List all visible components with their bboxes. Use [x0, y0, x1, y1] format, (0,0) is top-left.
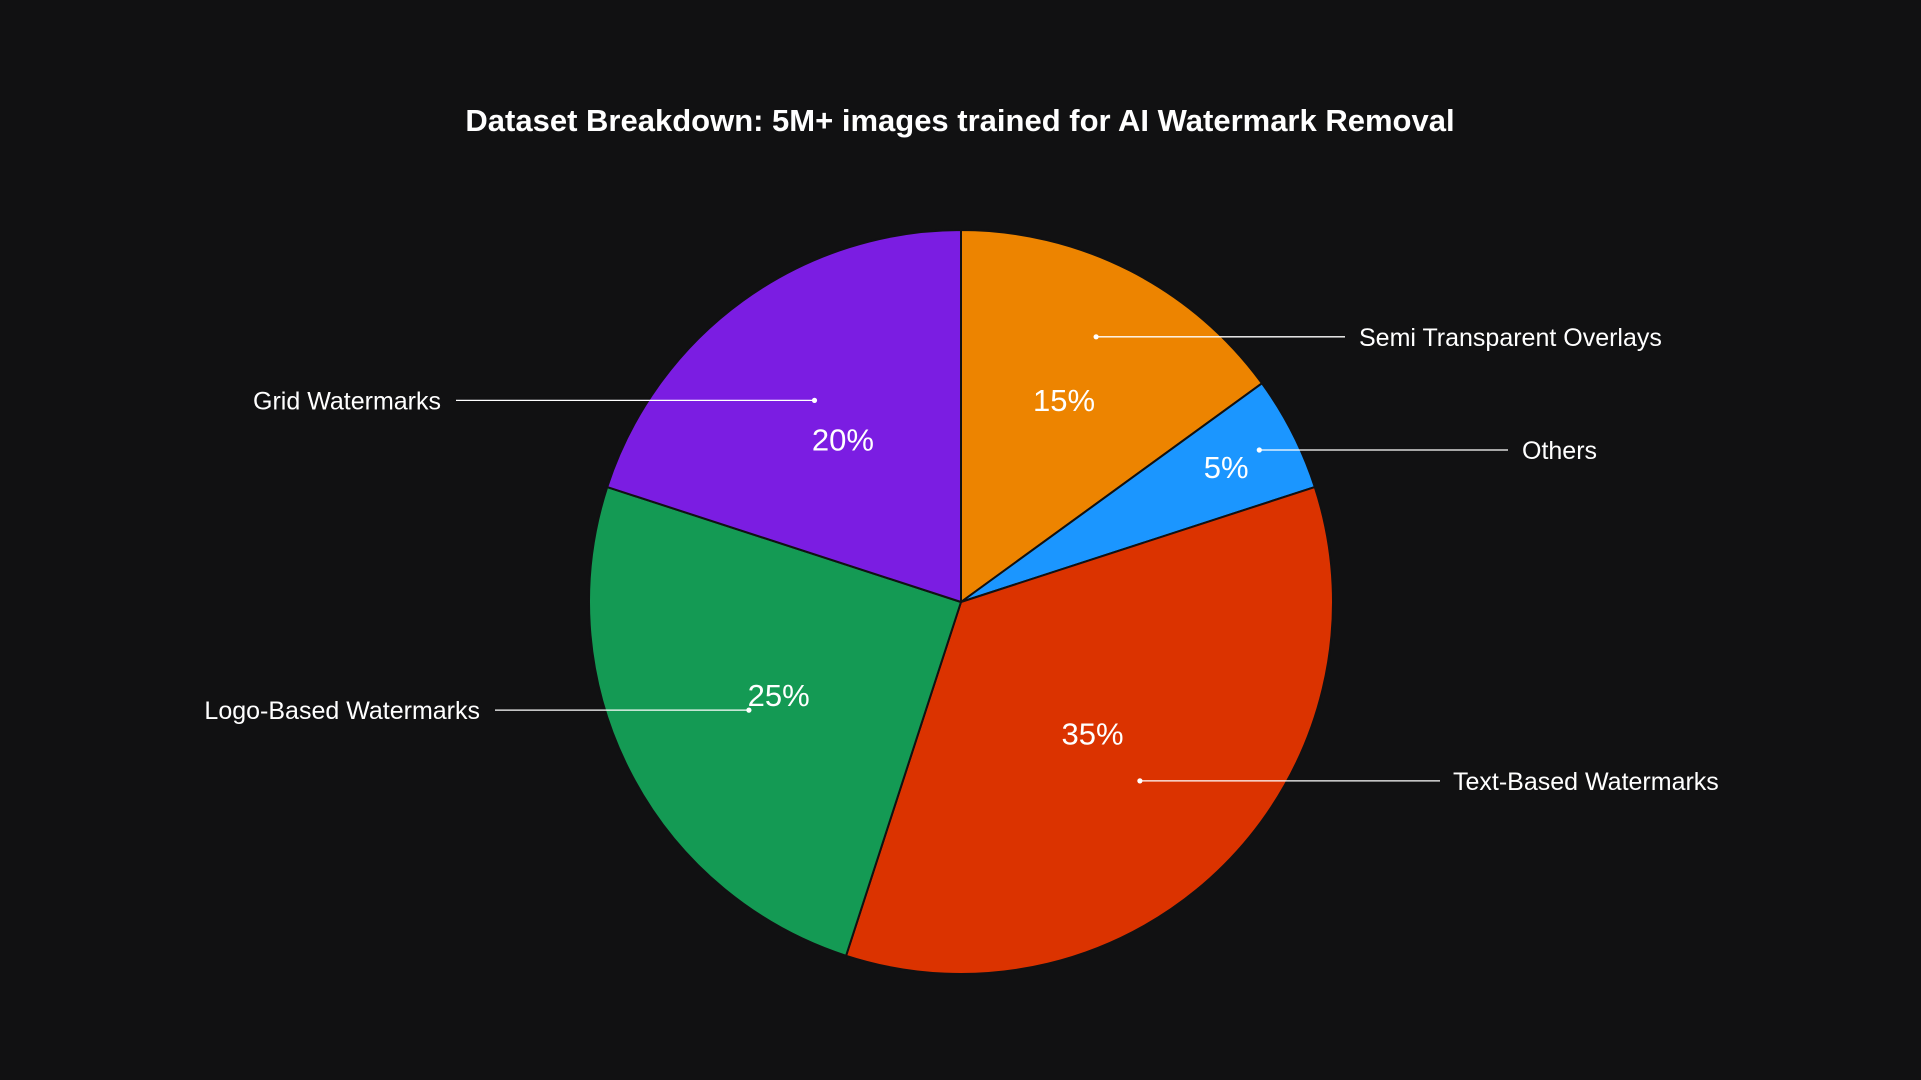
chart-title: Dataset Breakdown: 5M+ images trained fo…: [465, 103, 1454, 138]
leader-dot-semi-transparent-overlays: [1093, 334, 1099, 340]
slice-name-label-grid-watermarks: Grid Watermarks: [253, 387, 441, 415]
slice-value-label-semi-transparent-overlays: 15%: [1033, 383, 1095, 418]
slice-name-label-others: Others: [1522, 437, 1597, 465]
slice-name-label-text-based-watermarks: Text-Based Watermarks: [1453, 768, 1719, 796]
callout-text-based-watermarks: Text-Based Watermarks: [1137, 768, 1719, 796]
pie-slice-logo-based-watermarks: [588, 486, 962, 957]
callout-logo-based-watermarks: Logo-Based Watermarks: [204, 697, 752, 725]
leader-dot-text-based-watermarks: [1137, 778, 1143, 784]
slice-value-label-text-based-watermarks: 35%: [1061, 717, 1123, 752]
callout-semi-transparent-overlays: Semi Transparent Overlays: [1093, 324, 1662, 352]
leader-dot-logo-based-watermarks: [746, 707, 752, 713]
pie-slice-text-based-watermarks: [845, 486, 1334, 975]
callout-others: Others: [1256, 437, 1597, 465]
slice-value-label-logo-based-watermarks: 25%: [748, 678, 810, 713]
callout-grid-watermarks: Grid Watermarks: [253, 387, 818, 415]
slice-value-label-others: 5%: [1204, 450, 1249, 485]
slice-callouts: Semi Transparent Overlays Others Text-Base…: [204, 324, 1718, 796]
pie-slice-grid-watermarks: [606, 229, 962, 603]
slice-value-labels: 15% 5% 35% 25% 20%: [748, 383, 1249, 752]
leader-dot-others: [1256, 447, 1262, 453]
leader-dot-grid-watermarks: [811, 397, 818, 403]
pie-slices: [588, 229, 1334, 975]
pie-slice-semi-transparent-overlays: [960, 229, 1263, 603]
slice-name-label-semi-transparent-overlays: Semi Transparent Overlays: [1359, 324, 1662, 352]
slice-name-label-logo-based-watermarks: Logo-Based Watermarks: [204, 697, 480, 725]
slice-value-label-grid-watermarks: 20%: [812, 423, 874, 458]
